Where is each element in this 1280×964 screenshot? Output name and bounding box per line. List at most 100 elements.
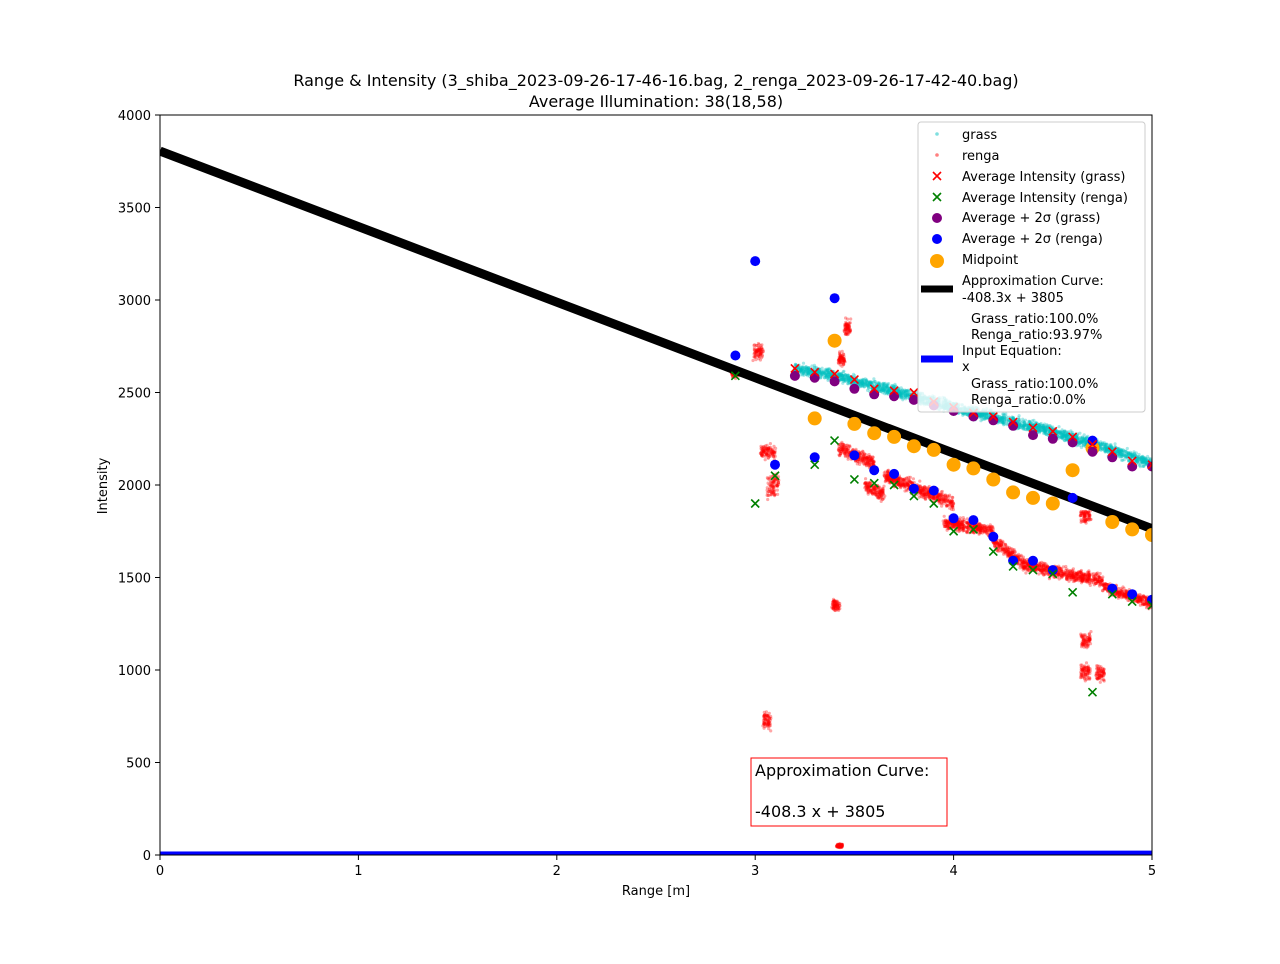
renga-point [766,456,771,460]
grass-point [1119,453,1123,457]
renga-point [945,518,950,523]
grass-point [827,371,831,375]
grass-point [1046,431,1050,435]
renga-point [752,343,756,347]
grass-point [881,391,885,395]
grass-point [883,381,887,385]
grass-point [982,414,987,418]
renga-point [751,358,755,363]
grass-point [1074,434,1078,438]
grass-point [871,380,876,384]
grass-point [1020,425,1024,429]
renga-point [868,481,873,485]
grass-point [1038,422,1042,426]
grass-point [1037,425,1041,429]
grass-point [903,390,908,394]
renga-point [940,489,944,494]
grass-point [864,383,868,387]
renga-point [840,843,844,847]
grass-point [805,371,810,375]
grass-point [906,388,910,392]
grass-point [847,376,851,380]
grass-point [1135,460,1140,464]
grass-point [1141,457,1145,462]
grass-point [1036,426,1040,430]
grass-point [1140,455,1144,459]
grass-point [903,394,908,398]
grass-point [847,378,851,382]
grass-point [825,373,830,377]
grass-point [1021,419,1025,423]
grass-point [840,374,845,378]
grass-point [1130,454,1134,459]
grass-point [885,389,889,393]
renga-point [773,494,777,498]
grass-point [1099,441,1103,445]
grass-point [1001,421,1005,425]
grass-point [981,412,985,416]
grass-point [856,378,860,382]
grass-point [977,412,981,416]
grass-point [1143,458,1147,463]
grass-point [869,381,873,385]
grass-point [846,379,850,383]
grass-point [1104,446,1108,450]
grass-point [806,371,810,375]
grass-point [905,395,909,400]
renga-point [885,470,890,474]
grass-point [883,389,887,393]
grass-point [842,377,846,381]
grass-point [1103,450,1107,454]
grass-point [824,373,828,377]
grass-point [858,382,862,386]
grass-point [799,368,803,372]
grass-point [841,376,845,380]
grass-point [1041,428,1045,432]
grass-point [827,375,831,379]
grass-point [999,417,1003,421]
grass-point [1044,432,1048,436]
grass-point [901,390,905,394]
grass-point [798,367,803,371]
grass-point [1102,441,1107,445]
chart-subtitle: Average Illumination: 38(18,58) [529,92,783,111]
grass-point [1057,425,1061,429]
grass-point [1142,458,1146,462]
grass-point [1042,426,1046,430]
grass-point [862,378,866,382]
grass-point [826,368,830,372]
grass-point [849,377,853,381]
grass-point [1104,443,1108,447]
grass-point [1143,456,1147,460]
grass-point [1125,446,1129,451]
grass-point [807,372,811,376]
grass-point [1017,421,1021,425]
grass-point [799,368,803,372]
grass-point [846,377,850,381]
grass-point [818,370,822,374]
grass-point [877,387,881,391]
grass-point [1129,454,1133,458]
grass-point [977,415,981,419]
grass-point [814,365,818,369]
grass-point [1082,442,1086,446]
grass-point [979,414,983,418]
grass-point [825,369,829,373]
grass-point [965,412,970,416]
grass-point [1103,446,1107,450]
grass-point [864,381,868,385]
grass-point [877,383,882,387]
grass-point [999,419,1003,423]
grass-point [848,377,853,381]
grass-point [860,381,865,385]
grass-point [898,391,903,396]
grass-point [962,412,966,416]
grass-point [869,380,873,384]
grass-point [1028,420,1032,424]
grass-point [1143,460,1147,464]
grass-point [899,392,903,396]
grass-point [1027,425,1031,429]
grass-point [812,363,817,367]
grass-point [828,373,832,377]
grass-point [1059,434,1063,439]
